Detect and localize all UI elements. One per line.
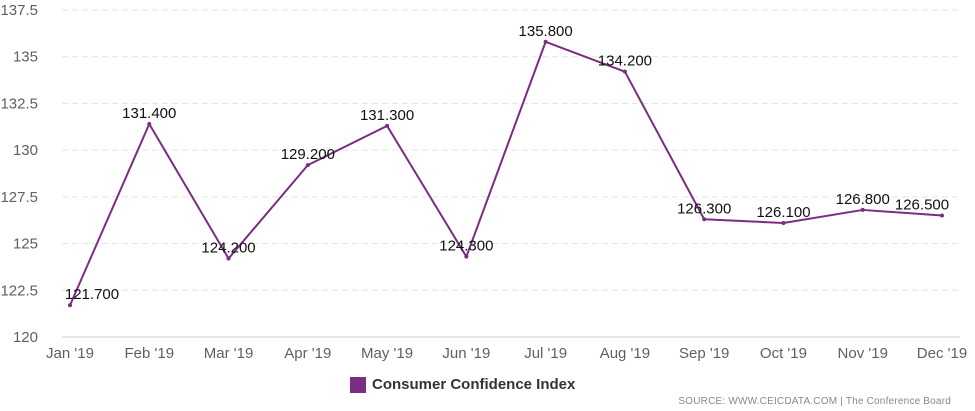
x-tick-label: Jul '19 <box>524 345 567 362</box>
x-tick-label: Oct '19 <box>760 345 807 362</box>
data-label: 134.200 <box>598 53 652 70</box>
series-consumer-confidence-index <box>68 39 944 308</box>
data-label: 124.300 <box>439 238 493 255</box>
x-tick-label: Apr '19 <box>284 345 331 362</box>
x-axis: Jan '19 Feb '19 Mar '19 Apr '19 May '19 Jun '… <box>46 345 967 362</box>
data-point[interactable] <box>68 303 72 308</box>
x-tick-label: Feb '19 <box>124 345 174 362</box>
x-tick-label: Jan '19 <box>46 345 94 362</box>
data-point[interactable] <box>940 213 944 218</box>
grid-lines <box>62 9 960 338</box>
legend[interactable]: Consumer Confidence Index <box>350 376 575 393</box>
y-axis: 120 122.5 125 127.5 130 132.5 135 137.5 <box>0 2 38 346</box>
data-point[interactable] <box>147 121 152 126</box>
data-label: 126.800 <box>836 191 890 208</box>
data-label: 126.100 <box>756 204 810 221</box>
data-point[interactable] <box>305 163 310 168</box>
data-point[interactable] <box>781 221 786 226</box>
data-labels: 121.700 131.400 124.200 129.200 131.300 124.3… <box>65 23 949 303</box>
data-label: 131.400 <box>122 105 176 122</box>
data-label: 126.300 <box>677 200 731 217</box>
data-point[interactable] <box>464 254 469 259</box>
y-tick-label: 132.5 <box>0 95 38 112</box>
source-note: SOURCE: WWW.CEICDATA.COM | The Conferenc… <box>678 396 951 407</box>
y-tick-label: 127.5 <box>0 189 38 206</box>
data-label: 129.200 <box>281 146 335 163</box>
data-point[interactable] <box>702 217 707 222</box>
y-tick-label: 135 <box>13 49 38 66</box>
data-point[interactable] <box>860 207 865 212</box>
data-point[interactable] <box>543 39 548 44</box>
x-tick-label: Dec '19 <box>917 345 967 362</box>
legend-label: Consumer Confidence Index <box>372 376 576 393</box>
y-tick-label: 125 <box>13 236 38 253</box>
x-tick-label: Aug '19 <box>600 345 650 362</box>
data-label: 131.300 <box>360 107 414 124</box>
data-point[interactable] <box>226 256 231 261</box>
data-point[interactable] <box>385 123 390 128</box>
x-tick-label: Jun '19 <box>442 345 490 362</box>
data-label: 124.200 <box>201 240 255 257</box>
x-tick-label: Sep '19 <box>679 345 729 362</box>
data-label: 135.800 <box>519 23 573 40</box>
legend-swatch <box>350 376 366 393</box>
x-tick-label: Nov '19 <box>838 345 888 362</box>
y-tick-label: 137.5 <box>0 2 38 19</box>
x-tick-label: Mar '19 <box>204 345 254 362</box>
series-line <box>69 40 943 306</box>
x-tick-label: May '19 <box>361 345 413 362</box>
data-label: 121.700 <box>65 286 119 303</box>
y-tick-label: 122.5 <box>0 282 38 299</box>
y-tick-label: 120 <box>13 329 38 346</box>
data-point[interactable] <box>622 69 627 74</box>
y-tick-label: 130 <box>13 142 38 159</box>
data-label: 126.500 <box>895 197 949 214</box>
